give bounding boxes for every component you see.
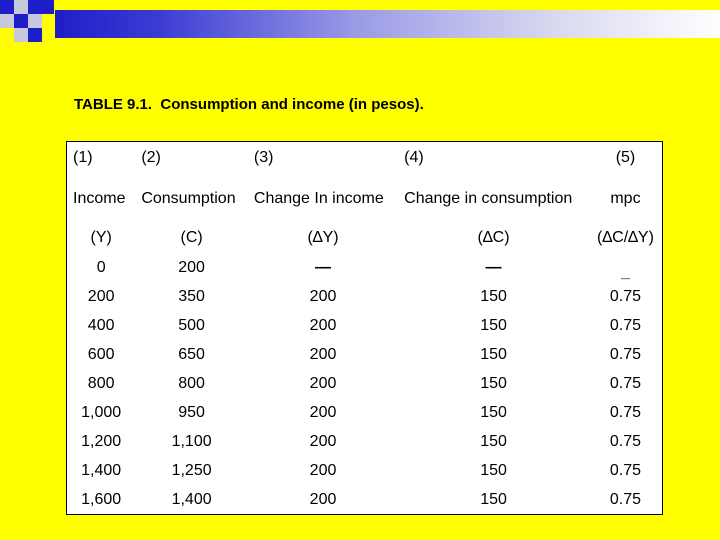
- decorative-square: [14, 28, 28, 42]
- table-row: 600 650 200 150 0.75: [67, 340, 663, 369]
- cell-income: 1,600: [81, 490, 122, 508]
- table-row: 1,400 1,250 200 150 0.75: [67, 456, 663, 485]
- cell-consumption: 800: [178, 374, 205, 392]
- cell-consumption: 350: [178, 287, 205, 305]
- decorative-square: [40, 0, 54, 14]
- cell-change-consumption: 150: [480, 316, 507, 334]
- col-symbol: (C): [180, 229, 203, 246]
- cell-consumption: 1,100: [171, 432, 212, 450]
- cell-income: 1,000: [81, 403, 122, 421]
- cell-income: 200: [87, 287, 115, 305]
- cell-mpc: 0.75: [609, 345, 642, 363]
- col-number: (5): [615, 148, 636, 166]
- table-row: 1,600 1,400 200 150 0.75: [67, 485, 663, 515]
- cell-change-income: 200: [309, 490, 337, 508]
- col-name: Change in consumption: [404, 189, 573, 207]
- gradient-bar: [55, 10, 720, 38]
- decorative-square: [28, 14, 42, 28]
- table-row: 400 500 200 150 0.75: [67, 311, 663, 340]
- cell-change-consumption: —: [485, 258, 502, 276]
- cell-income: 0: [96, 258, 106, 276]
- cell-mpc: 0.75: [609, 490, 642, 508]
- col-number: (1): [73, 148, 93, 166]
- cell-mpc: 0.75: [609, 287, 642, 305]
- cell-consumption: 1,400: [171, 490, 212, 508]
- header-row-names: Income Consumption Change In income Chan…: [67, 173, 663, 223]
- table-row: 1,200 1,100 200 150 0.75: [67, 427, 663, 456]
- cell-change-consumption: 150: [480, 345, 507, 363]
- col-symbol: (∆Y): [307, 229, 339, 246]
- decorative-square: [14, 14, 28, 28]
- cell-mpc: _: [589, 253, 663, 282]
- cell-income: 1,200: [81, 432, 122, 450]
- cell-change-income: 200: [309, 374, 337, 392]
- col-symbol: (∆C): [477, 229, 510, 246]
- cell-change-income: 200: [309, 345, 337, 363]
- cell-mpc: 0.75: [609, 403, 642, 421]
- cell-change-consumption: 150: [480, 461, 507, 479]
- cell-consumption: 650: [178, 345, 205, 363]
- col-number: (2): [141, 148, 161, 166]
- decorative-square: [28, 0, 42, 14]
- col-symbol: (∆C/∆Y): [597, 229, 654, 246]
- cell-change-consumption: 150: [480, 287, 507, 305]
- cell-change-income: 200: [309, 432, 337, 450]
- cell-consumption: 1,250: [171, 461, 212, 479]
- table-row: 1,000 950 200 150 0.75: [67, 398, 663, 427]
- col-name: mpc: [610, 189, 641, 207]
- col-name: Change In income: [253, 189, 384, 207]
- cell-change-consumption: 150: [480, 374, 507, 392]
- col-number: (3): [253, 148, 274, 166]
- cell-consumption: 500: [178, 316, 205, 334]
- cell-mpc: 0.75: [609, 316, 642, 334]
- cell-income: 600: [87, 345, 115, 363]
- cell-change-income: 200: [309, 316, 337, 334]
- consumption-income-table: (1) (2) (3) (4) (5) Income Consumption C…: [66, 141, 663, 515]
- cell-consumption: 950: [178, 403, 205, 421]
- cell-consumption: 200: [178, 258, 205, 276]
- decorative-square: [0, 14, 14, 28]
- decorative-square: [14, 0, 28, 14]
- cell-change-income: 200: [309, 403, 337, 421]
- cell-mpc: 0.75: [609, 374, 642, 392]
- cell-income: 400: [87, 316, 115, 334]
- decorative-square: [28, 28, 42, 42]
- cell-change-income: 200: [309, 287, 337, 305]
- table-row: 200 350 200 150 0.75: [67, 282, 663, 311]
- col-symbol: (Y): [90, 229, 112, 246]
- cell-income: 800: [87, 374, 115, 392]
- slide-decoration: [0, 0, 720, 48]
- cell-mpc-value: _: [621, 263, 630, 281]
- table-title: TABLE 9.1. Consumption and income (in pe…: [74, 96, 424, 113]
- header-row-symbols: (Y) (C) (∆Y) (∆C) (∆C/∆Y): [67, 223, 663, 253]
- cell-change-consumption: 150: [480, 490, 507, 508]
- cell-change-consumption: 150: [480, 403, 507, 421]
- cell-change-income: —: [315, 258, 332, 276]
- header-row-numbers: (1) (2) (3) (4) (5): [67, 142, 663, 174]
- col-name: Consumption: [141, 189, 236, 207]
- cell-income: 1,400: [81, 461, 122, 479]
- col-name: Income: [73, 189, 126, 207]
- decorative-square: [0, 0, 14, 14]
- cell-mpc: 0.75: [609, 461, 642, 479]
- table-row: 800 800 200 150 0.75: [67, 369, 663, 398]
- cell-change-income: 200: [309, 461, 337, 479]
- cell-mpc: 0.75: [609, 432, 642, 450]
- col-number: (4): [404, 148, 424, 166]
- cell-change-consumption: 150: [480, 432, 507, 450]
- table-row: 0 200 — — _: [67, 253, 663, 282]
